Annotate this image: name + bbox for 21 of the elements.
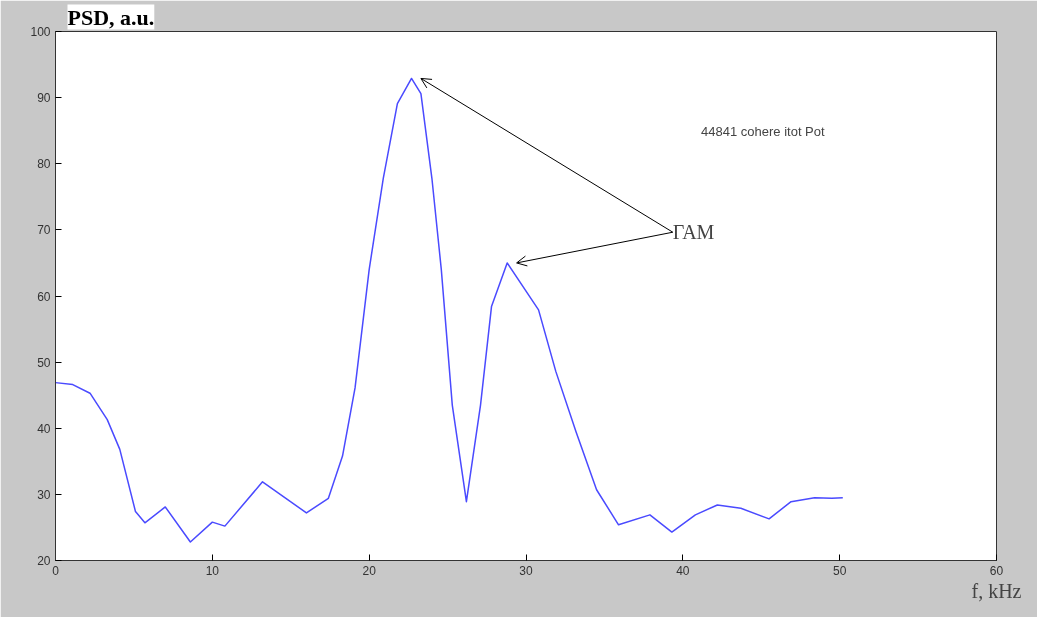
y-tick-label: 60 — [37, 289, 51, 304]
y-tick-label: 30 — [37, 487, 51, 502]
annotation: 44841 cohere itot Pot — [701, 123, 825, 139]
x-tick-label: 30 — [519, 563, 533, 578]
line-series — [55, 77, 844, 543]
y-tick-label: 70 — [37, 223, 51, 238]
x-tick-label: 50 — [832, 563, 847, 578]
y-axis-title: PSD, a.u. — [67, 4, 155, 30]
x-tick-label: 20 — [362, 563, 377, 578]
x-tick-label: 40 — [676, 563, 690, 578]
annotation: ГАМ — [672, 221, 715, 244]
y-tick-label: 100 — [30, 25, 51, 39]
y-tick-label: 80 — [37, 157, 51, 172]
x-tick-label: 10 — [205, 563, 220, 578]
y-tick-label: 40 — [37, 421, 51, 436]
x-axis-title: f, kHz — [971, 579, 1022, 602]
x-tick-label: 60 — [989, 563, 1004, 578]
y-tick-label: 50 — [37, 355, 51, 370]
x-tick-label: 0 — [52, 563, 60, 578]
y-tick-label: 90 — [37, 91, 51, 106]
y-tick-label: 20 — [37, 554, 51, 568]
